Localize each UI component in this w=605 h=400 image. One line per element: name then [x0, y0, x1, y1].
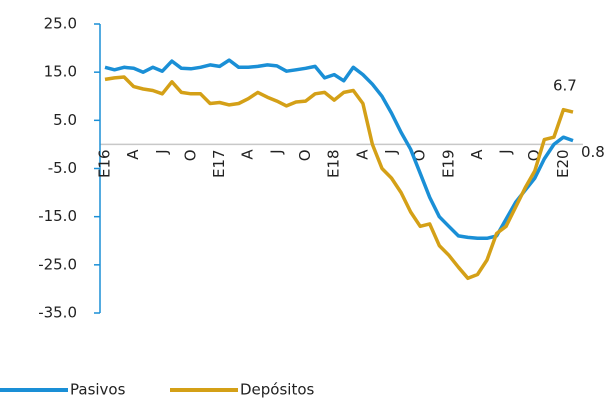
x-tick-label: A: [239, 149, 257, 160]
x-tick-label: O: [411, 149, 429, 161]
y-tick-label: -25.0: [38, 255, 77, 273]
y-tick-label: -5.0: [48, 159, 77, 177]
x-tick-label: O: [181, 149, 199, 161]
legend-label: Pasivos: [70, 381, 126, 399]
x-tick-label: E16: [96, 149, 114, 178]
x-tick-label: J: [153, 149, 171, 154]
x-tick-label: J: [497, 149, 515, 154]
x-tick-label: J: [382, 149, 400, 154]
end-label: 0.8: [581, 143, 605, 161]
end-label: 6.7: [553, 77, 577, 95]
y-tick-label: 5.0: [53, 111, 77, 129]
y-tick-label: 15.0: [44, 63, 77, 81]
y-tick-label: -35.0: [38, 304, 77, 322]
y-tick-label: -15.0: [38, 207, 77, 225]
legend-label: Depósitos: [240, 381, 315, 399]
x-tick-label: E20: [554, 149, 572, 178]
y-tick-label: 25.0: [44, 15, 77, 33]
x-tick-label: A: [353, 149, 371, 160]
series-line: [104, 75, 574, 281]
x-tick-label: A: [468, 149, 486, 160]
x-tick-label: O: [525, 149, 543, 161]
x-tick-label: E18: [325, 149, 343, 178]
x-tick-label: E17: [210, 149, 228, 178]
x-tick-label: O: [296, 149, 314, 161]
x-tick-label: E19: [439, 149, 457, 178]
x-tick-label: J: [267, 149, 285, 154]
x-tick-label: A: [124, 149, 142, 160]
